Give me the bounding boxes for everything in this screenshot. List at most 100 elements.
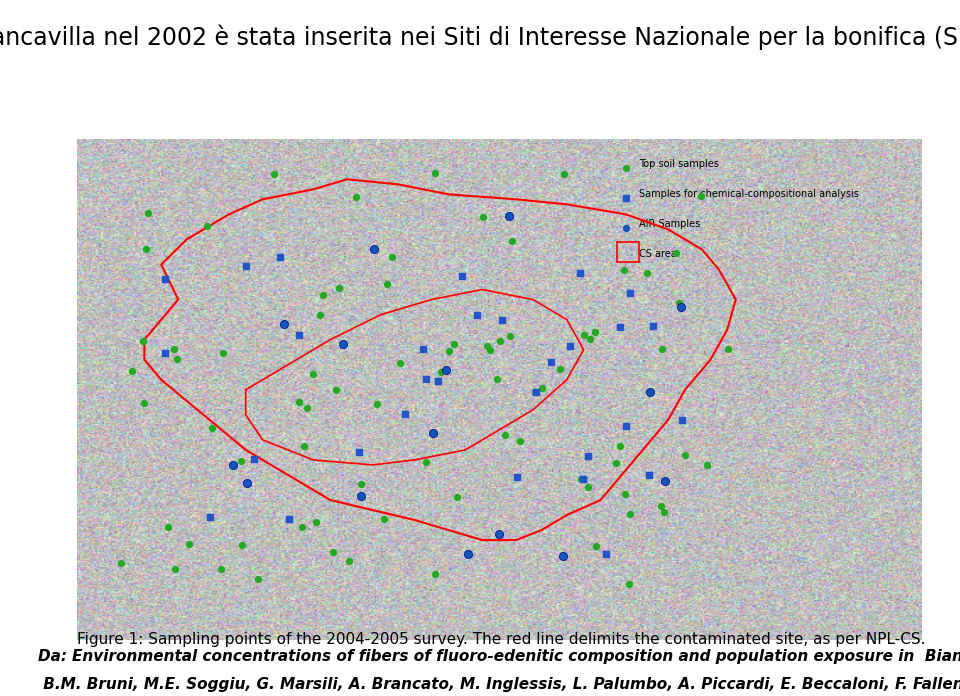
- Point: [455, 270, 470, 281]
- Point: [114, 557, 130, 569]
- Point: [250, 574, 265, 585]
- Point: [562, 341, 577, 352]
- Point: [291, 330, 306, 341]
- Point: [324, 546, 340, 557]
- Point: [308, 517, 324, 528]
- Point: [654, 344, 669, 355]
- Point: [353, 479, 369, 490]
- Point: [136, 397, 152, 409]
- Point: [587, 326, 602, 338]
- Point: [419, 457, 434, 468]
- Point: [580, 450, 595, 461]
- Point: [598, 548, 613, 560]
- Point: [577, 330, 592, 341]
- Point: [225, 459, 240, 470]
- Point: [140, 207, 156, 219]
- Point: [335, 339, 350, 350]
- Point: [441, 345, 456, 356]
- Point: [328, 384, 344, 395]
- Point: [315, 289, 330, 300]
- Point: [573, 473, 588, 484]
- Point: [439, 365, 454, 376]
- Point: [491, 528, 506, 539]
- Point: [169, 354, 184, 365]
- Point: [239, 477, 254, 488]
- Point: [653, 500, 668, 512]
- Text: Figure 1: Sampling points of the 2004-2005 survey. The red line delimits the con: Figure 1: Sampling points of the 2004-20…: [77, 632, 925, 647]
- Point: [668, 247, 684, 258]
- Point: [266, 168, 281, 180]
- Text: Da:: Da:: [38, 649, 73, 664]
- Point: [480, 340, 495, 351]
- Point: [135, 335, 151, 347]
- Point: [342, 555, 357, 567]
- Point: [166, 344, 181, 355]
- Point: [643, 386, 659, 397]
- Point: [612, 440, 628, 451]
- Point: [204, 422, 220, 434]
- Point: [678, 449, 693, 460]
- Point: [428, 569, 444, 580]
- Point: [419, 374, 434, 385]
- Point: [501, 211, 516, 222]
- Point: [297, 441, 312, 452]
- Point: [124, 366, 139, 377]
- Point: [430, 375, 445, 386]
- Point: [213, 564, 228, 575]
- Point: [433, 366, 448, 377]
- Point: [618, 420, 634, 432]
- Point: [475, 211, 491, 222]
- Point: [641, 470, 657, 481]
- Point: [618, 223, 634, 234]
- Point: [397, 409, 413, 420]
- Point: [622, 509, 637, 520]
- Point: [469, 309, 485, 320]
- Point: [534, 382, 549, 393]
- Point: [331, 283, 347, 294]
- Point: [622, 287, 637, 299]
- Point: [720, 343, 735, 354]
- Point: [312, 310, 327, 321]
- Point: [504, 236, 519, 247]
- Point: [138, 244, 154, 255]
- Point: [247, 453, 262, 464]
- Point: [300, 402, 315, 413]
- Point: [446, 338, 462, 349]
- Point: [167, 563, 182, 574]
- Point: [555, 551, 570, 562]
- Point: [588, 540, 604, 551]
- Text: Top soil samples: Top soil samples: [638, 159, 718, 169]
- Point: [281, 514, 297, 525]
- Point: [509, 472, 524, 483]
- Point: [294, 522, 309, 533]
- Point: [238, 260, 253, 271]
- Point: [658, 476, 673, 487]
- Point: [233, 456, 249, 467]
- Point: [379, 278, 395, 290]
- Point: [497, 429, 513, 440]
- Point: [305, 369, 321, 380]
- Point: [618, 193, 634, 204]
- Point: [157, 273, 173, 284]
- Point: [160, 521, 176, 532]
- Point: [612, 322, 627, 333]
- Point: [461, 548, 476, 560]
- Point: [272, 252, 287, 263]
- Point: [621, 578, 636, 590]
- Point: [489, 374, 504, 385]
- Point: [216, 347, 231, 358]
- Point: [449, 491, 465, 503]
- Point: [376, 514, 392, 525]
- Text: AIR Samples: AIR Samples: [638, 219, 700, 230]
- Point: [482, 345, 497, 356]
- Text: B.M. Bruni, M.E. Soggiu, G. Marsili, A. Brancato, M. Inglessis, L. Palumbo, A. P: B.M. Bruni, M.E. Soggiu, G. Marsili, A. …: [38, 677, 960, 692]
- Text: Biancavilla nel 2002 è stata inserita nei Siti di Interesse Nazionale per la bon: Biancavilla nel 2002 è stata inserita ne…: [0, 24, 960, 50]
- Point: [425, 427, 441, 438]
- Point: [694, 191, 709, 202]
- Point: [492, 335, 508, 346]
- Point: [674, 415, 689, 426]
- Text: Samples for chemical-compositional analysis: Samples for chemical-compositional analy…: [638, 189, 858, 199]
- Point: [416, 343, 431, 354]
- Point: [699, 460, 714, 471]
- Point: [573, 267, 588, 278]
